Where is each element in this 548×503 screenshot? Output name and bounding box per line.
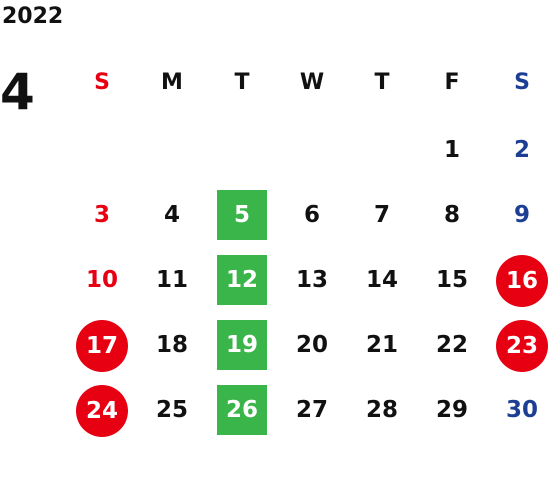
- day-cell: 10: [85, 267, 118, 293]
- day-cell: 28: [365, 397, 398, 423]
- day-cell: 20: [295, 332, 328, 358]
- day-cell-highlighted: 26: [217, 385, 267, 435]
- day-cell: 15: [435, 267, 468, 293]
- day-cell: 13: [295, 267, 328, 293]
- day-cell: 25: [155, 397, 188, 423]
- day-cell-holiday: 23: [496, 320, 548, 372]
- day-cell: [347, 125, 417, 175]
- weekday-saturday: S: [514, 69, 530, 95]
- weekday-tuesday: T: [234, 69, 250, 95]
- day-cell: 1: [443, 137, 460, 163]
- day-cell: 27: [295, 397, 328, 423]
- weekday-wednesday: W: [299, 69, 325, 95]
- weekday-sunday: S: [94, 69, 110, 95]
- day-cell-holiday: 17: [76, 320, 128, 372]
- day-cell: 29: [435, 397, 468, 423]
- day-cell: 11: [155, 267, 188, 293]
- day-cell: 4: [163, 202, 180, 228]
- day-cell: 30: [505, 397, 538, 423]
- day-cell: 14: [365, 267, 398, 293]
- calendar-week-2: 3 4 5 6 7 8 9: [67, 190, 548, 242]
- day-cell-holiday: 16: [496, 255, 548, 307]
- day-cell-highlighted: 5: [217, 190, 267, 240]
- weekday-header: S M T W T F S: [67, 60, 548, 104]
- day-cell: [137, 125, 207, 175]
- day-cell: 21: [365, 332, 398, 358]
- calendar-week-5: 24 25 26 27 28 29 30: [67, 385, 548, 437]
- calendar-year: 2022: [2, 4, 64, 29]
- day-cell-highlighted: 19: [217, 320, 267, 370]
- day-cell: [207, 125, 277, 175]
- weekday-monday: M: [161, 69, 183, 95]
- day-cell: 3: [93, 202, 110, 228]
- day-cell: 9: [513, 202, 530, 228]
- day-cell: 2: [513, 137, 530, 163]
- calendar-week-3: 10 11 12 13 14 15 16: [67, 255, 548, 307]
- day-cell: 8: [443, 202, 460, 228]
- day-cell: 7: [373, 202, 390, 228]
- day-cell: [67, 125, 137, 175]
- calendar-week-4: 17 18 19 20 21 22 23: [67, 320, 548, 372]
- calendar-month: 4: [0, 63, 35, 121]
- weekday-friday: F: [444, 69, 460, 95]
- weekday-thursday: T: [374, 69, 390, 95]
- day-cell: 22: [435, 332, 468, 358]
- day-cell: 6: [303, 202, 320, 228]
- calendar-week-1: 1 2: [67, 125, 548, 177]
- day-cell-highlighted: 12: [217, 255, 267, 305]
- day-cell: 18: [155, 332, 188, 358]
- day-cell-holiday: 24: [76, 385, 128, 437]
- day-cell: [277, 125, 347, 175]
